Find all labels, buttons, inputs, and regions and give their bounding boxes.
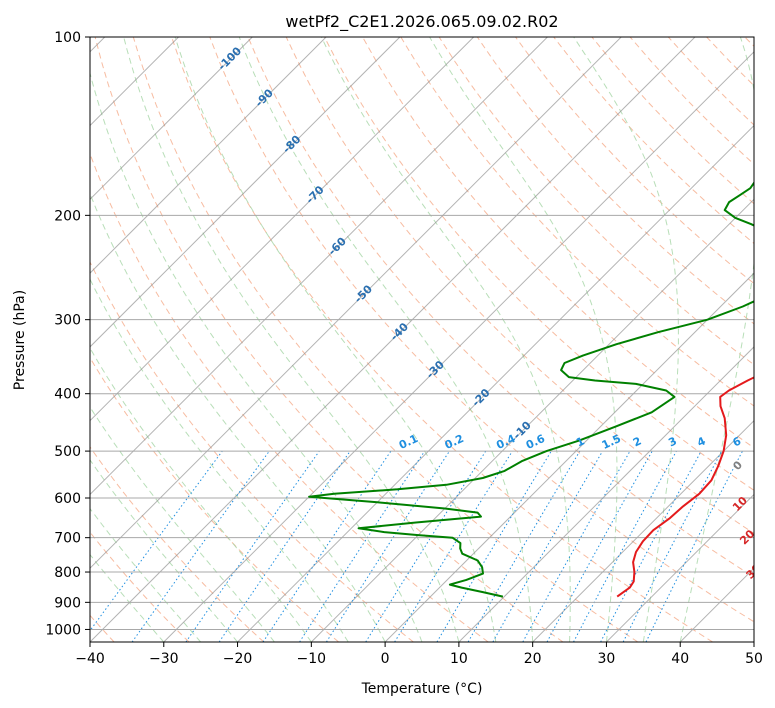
chart-title: wetPf2_C2E1.2026.065.09.02.R02 [285,12,558,32]
dry-adiabat [476,37,754,325]
x-tick-label: 40 [671,651,689,667]
moist-adiabat [90,192,386,642]
dry-adiabat [90,356,339,642]
moist-adiabat [90,278,349,642]
isotherm [606,493,754,642]
mixing-ratio-line [185,450,320,642]
mixing-ratio-line [262,450,392,642]
mixing-ratio-line [573,450,677,642]
dry-adiabats [90,37,754,642]
isotherm [384,272,754,642]
y-tick-label: 200 [54,208,81,224]
x-tick-label: 10 [450,651,468,667]
mixing-ratio-line [546,450,653,642]
isotherm [458,346,754,642]
moist-adiabat [320,37,571,642]
dry-adiabat [515,37,754,285]
y-tick-label: 500 [54,444,81,460]
dewpoint-line [308,181,754,598]
moist-adiabat [238,37,534,642]
mixing-ratio-line [131,450,270,642]
x-axis-title: Temperature (°C) [361,681,483,697]
dry-adiabat [209,37,754,623]
y-tick-label: 1000 [45,622,81,638]
isotherm [90,37,548,496]
x-tick-label: −30 [149,651,179,667]
dry-adiabat [438,37,754,366]
y-tick-label: 600 [54,491,81,507]
x-tick-label: 50 [745,651,763,667]
y-axis-title: Pressure (hPa) [12,290,28,390]
isotherm [90,37,401,348]
x-tick-label: 30 [598,651,616,667]
y-axis: 100 200 300 400 500 600 700 800 900 1000 [45,30,90,638]
moist-adiabat [679,37,754,642]
x-axis: −40 −30 −20 −10 0 10 20 30 40 50 [75,642,763,667]
plot-area: -100-90-80-70-60-50-40-30-20-100.1 0.2 0.4… [90,37,764,642]
mixing-ratio-lines [90,450,743,642]
x-tick-label: 0 [381,651,390,667]
mixing-ratio-line [325,450,450,642]
moist-adiabat [90,553,165,642]
mixing-ratio-line [299,450,426,642]
plot-frame [89,36,755,643]
moist-adiabat [90,406,275,642]
moist-adiabat [90,459,238,642]
isotherms [90,37,754,642]
dry-adiabat [323,37,754,491]
isotherm [532,419,754,642]
isotherm [90,37,475,422]
isotherm [90,37,696,642]
moist-adiabat [90,71,423,642]
x-tick-label: −10 [297,651,327,667]
isotherm [90,37,253,201]
mixing-ratio-line [90,450,223,632]
mixing-ratio-line [218,450,351,642]
dry-adiabat [90,446,265,642]
y-tick-label: 700 [54,531,81,547]
moist-adiabat [174,37,497,642]
y-tick-label: 400 [54,387,81,403]
isotherm [90,37,327,274]
y-tick-label: 800 [54,565,81,581]
moist-adiabat [429,37,618,642]
dry-adiabat [285,37,754,535]
dry-adiabat [90,260,414,642]
x-tick-label: 20 [524,651,542,667]
pressure-gridlines [90,37,754,630]
x-tick-label: −40 [75,651,105,667]
mixing-ratio-line [645,450,743,642]
dry-adiabat [132,37,639,642]
x-tick-label: −20 [223,651,253,667]
dry-adiabat [94,37,564,642]
sounding-traces [308,181,754,598]
y-tick-label: 100 [54,30,81,46]
moist-adiabat [573,37,679,642]
dry-adiabat [247,37,754,578]
y-tick-label: 300 [54,313,81,329]
mixing-ratio-line [394,450,513,642]
moist-adiabat [90,507,202,642]
y-tick-label: 900 [54,595,81,611]
moist-adiabat-label: 30 [744,561,764,581]
isotherm [163,51,754,642]
temperature-line [616,376,754,598]
mixing-ratio-line [522,450,631,642]
isotherm [237,124,754,642]
moist-adiabat [123,37,460,642]
dry-adiabat [171,37,713,642]
isotherm [310,198,754,642]
isotherm [90,37,622,569]
